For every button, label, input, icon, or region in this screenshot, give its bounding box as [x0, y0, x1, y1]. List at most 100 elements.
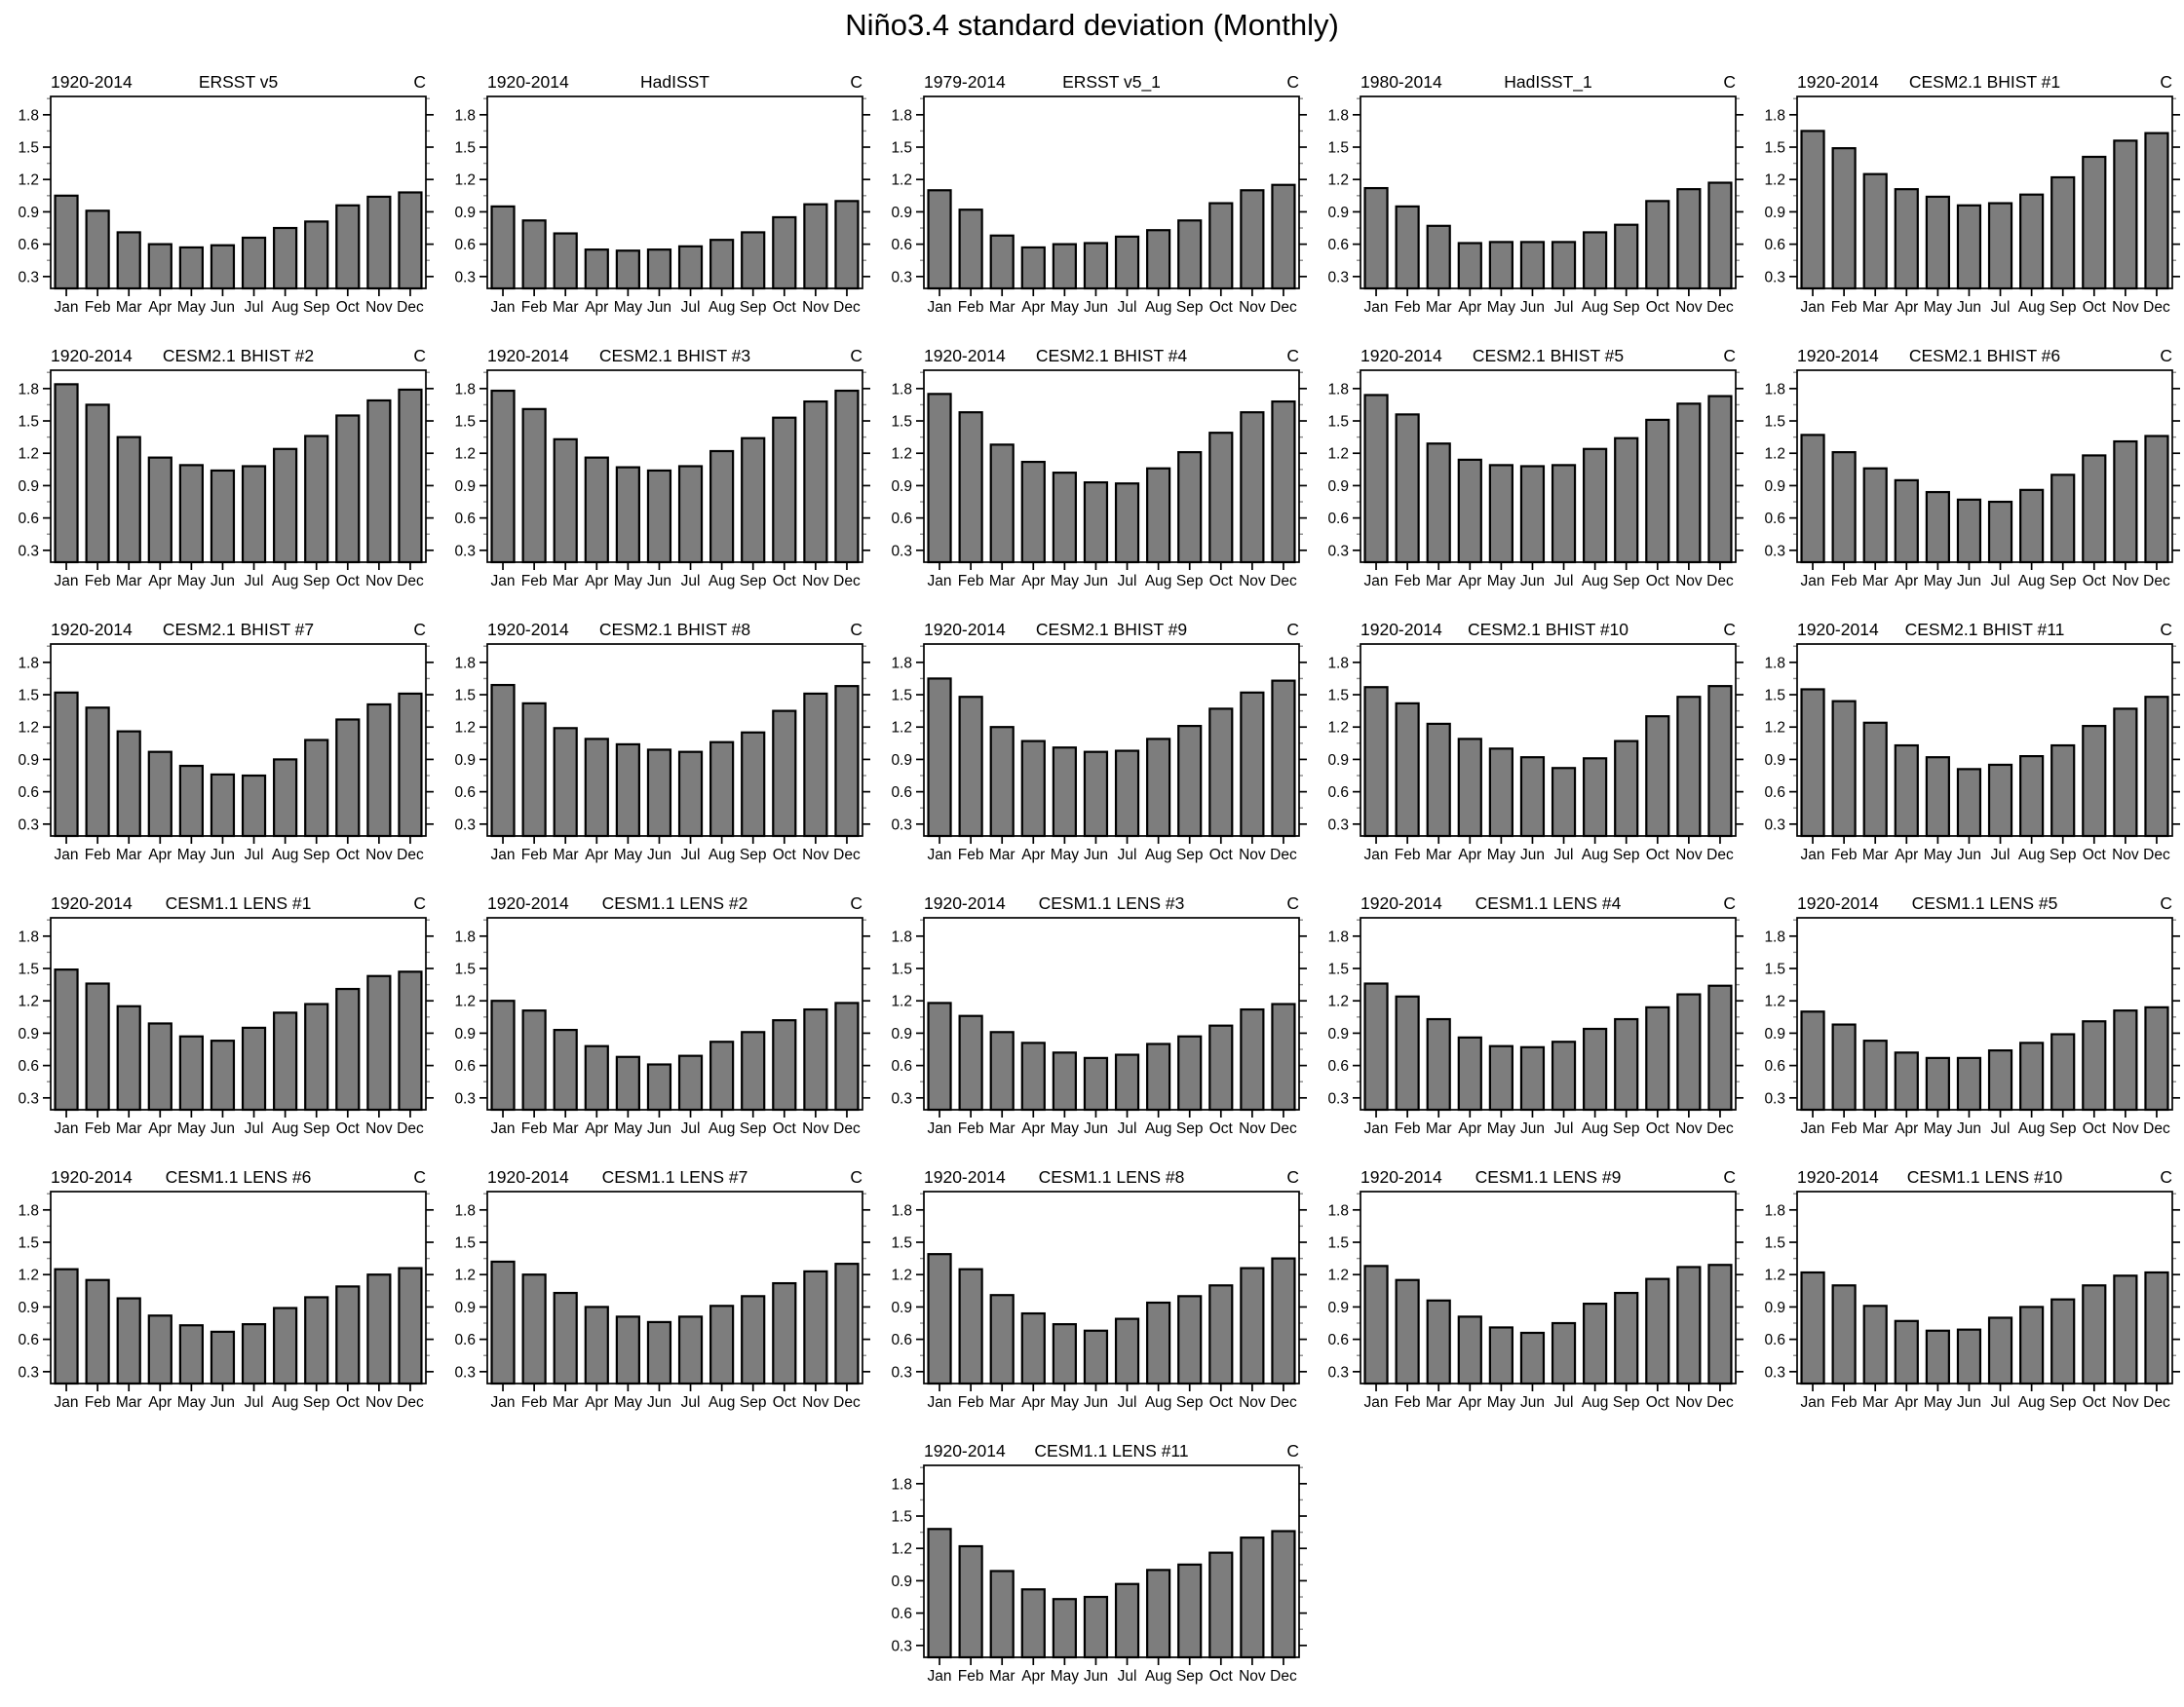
plot-area: 1920-2014 CESM1.1 LENS #5 C 0.3 0.6 0.9 1.2 1.5… [1764, 893, 2180, 1137]
bar-jul [677, 750, 704, 838]
bar-oct [335, 718, 361, 838]
bar-feb [85, 982, 110, 1112]
plot-area: 1920-2014 CESM1.1 LENS #9 C 0.3 0.6 0.9 1.2 1.5… [1327, 1167, 1743, 1411]
bar-jul [677, 1054, 704, 1112]
bar-jun [210, 1330, 236, 1385]
x-tick-label: Dec [1706, 1120, 1734, 1137]
y-tick-label: 0.6 [891, 1332, 912, 1348]
panel-unit-label: C [2160, 620, 2172, 639]
bar-oct [335, 987, 361, 1112]
y-tick-label: 0.3 [891, 269, 912, 285]
y-tick-label: 0.9 [891, 1300, 912, 1316]
bar-sep [304, 1296, 329, 1385]
plot-box [1360, 643, 1737, 837]
x-tick-label: Oct [2083, 1120, 2107, 1137]
panel-period-label: 1920-2014 [924, 893, 1006, 913]
y-tick-label: 1.5 [1327, 1235, 1349, 1252]
bar-nov [1240, 411, 1265, 564]
x-tick-label: Dec [1270, 299, 1297, 316]
x-tick-label: Jul [1118, 299, 1137, 316]
y-tick-label: 0.9 [1327, 478, 1349, 495]
x-tick-label: Dec [1706, 573, 1734, 589]
bar-apr [1894, 1319, 1919, 1385]
bar-apr [1457, 1036, 1482, 1112]
x-tick-label: Dec [2143, 1120, 2170, 1137]
x-tick-label: Aug [1582, 847, 1609, 863]
bar-nov [2113, 439, 2138, 564]
bar-may [615, 249, 640, 290]
chart-panel-25: 1920-2014 CESM1.1 LENS #10 C 0.3 0.6 0.9 1.2 1.… [1746, 1144, 2183, 1418]
x-tick-label: Nov [1239, 1668, 1266, 1685]
bar-feb [1831, 700, 1857, 838]
y-tick-label: 0.6 [1764, 1332, 1785, 1348]
bar-jan [490, 683, 516, 838]
panel-unit-label: C [1723, 620, 1736, 639]
y-tick-label: 1.8 [1764, 929, 1785, 945]
y-tick-label: 1.8 [18, 655, 39, 671]
x-tick-label: Dec [397, 1120, 424, 1137]
x-tick-label: Jan [1801, 1394, 1825, 1411]
bar-jan [927, 1253, 952, 1385]
chart-panel-17: 1920-2014 CESM1.1 LENS #2 C 0.3 0.6 0.9 1.2 1.5… [437, 870, 873, 1144]
bar-mar [553, 727, 578, 838]
bar-jul [1987, 500, 2013, 564]
bar-dec [1707, 395, 1733, 564]
y-tick-label: 1.8 [1327, 655, 1349, 671]
x-tick-label: Feb [958, 1668, 984, 1685]
y-tick-label: 1.5 [1764, 688, 1785, 704]
bar-may [1925, 1329, 1950, 1385]
x-tick-label: Oct [2083, 299, 2107, 316]
bar-mar [116, 436, 141, 564]
x-tick-label: Jul [1991, 1120, 2011, 1137]
x-tick-label: Mar [989, 847, 1015, 863]
bar-feb [521, 702, 547, 838]
panel-name-label: CESM1.1 LENS #4 [1475, 893, 1622, 913]
bar-sep [741, 436, 766, 564]
bar-oct [772, 1281, 797, 1385]
x-tick-label: Mar [553, 847, 579, 863]
y-tick-label: 0.3 [18, 543, 39, 559]
bar-jun [1956, 498, 1982, 564]
bar-feb [958, 209, 983, 290]
y-tick-label: 1.2 [454, 994, 476, 1010]
x-tick-label: Jul [681, 573, 701, 589]
x-tick-label: Apr [148, 1120, 172, 1137]
x-tick-label: Nov [365, 1394, 393, 1411]
x-tick-label: May [1924, 1120, 1953, 1137]
plot-box [923, 95, 1300, 289]
bar-nov [1240, 1267, 1265, 1385]
panel-unit-label: C [1723, 346, 1736, 365]
x-tick-label: Jan [928, 1394, 952, 1411]
bar-may [615, 1315, 640, 1385]
bar-dec [1271, 679, 1296, 838]
x-tick-label: Dec [1706, 1394, 1734, 1411]
plot-box [923, 643, 1300, 837]
x-tick-label: Nov [1239, 299, 1266, 316]
panel-period-label: 1920-2014 [924, 346, 1006, 365]
bar-apr [147, 243, 172, 290]
x-tick-label: Dec [1270, 847, 1297, 863]
y-tick-label: 0.3 [454, 543, 476, 559]
bar-mar [989, 1570, 1015, 1659]
bar-aug [2019, 1306, 2045, 1385]
plot-box [923, 1464, 1300, 1658]
y-tick-label: 0.6 [1764, 237, 1785, 253]
x-tick-label: Aug [709, 1120, 736, 1137]
x-tick-label: Aug [1145, 573, 1172, 589]
bar-feb [958, 1268, 983, 1385]
bar-jun [646, 748, 672, 838]
x-tick-label: Dec [2143, 1394, 2170, 1411]
x-tick-label: Sep [303, 847, 330, 863]
panel-period-label: 1980-2014 [1360, 72, 1442, 92]
bar-may [1052, 746, 1077, 838]
panel-unit-label: C [1723, 72, 1736, 92]
panel-period-label: 1920-2014 [51, 620, 133, 639]
bar-aug [1583, 447, 1608, 564]
y-tick-label: 0.9 [1327, 205, 1349, 221]
y-tick-label: 0.9 [1327, 752, 1349, 769]
x-tick-label: Oct [2083, 1394, 2107, 1411]
bar-jun [1956, 204, 1982, 290]
bar-jan [1363, 394, 1389, 564]
x-tick-label: May [177, 299, 207, 316]
x-tick-label: Jun [1084, 1120, 1108, 1137]
